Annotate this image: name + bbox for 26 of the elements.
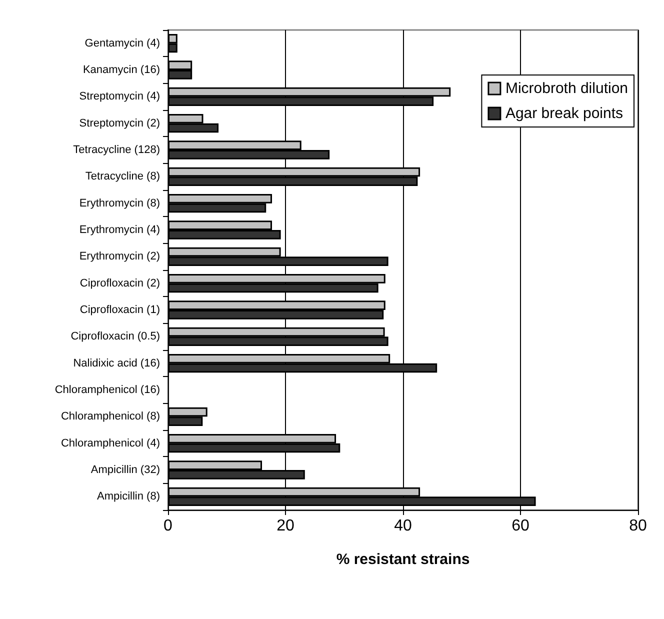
legend-label: Agar break points <box>505 105 624 122</box>
y-tick-label: Tetracycline (128) <box>73 144 160 156</box>
x-axis-title: % resistant strains <box>336 551 470 568</box>
y-tick-label: Tetracycline (8) <box>85 170 160 183</box>
x-tick-label: 20 <box>276 518 294 534</box>
y-tick-label: Streptomycin (4) <box>79 90 160 103</box>
x-tick-label: 60 <box>512 518 530 534</box>
y-tick-label: Ciprofloxacin (0.5) <box>70 330 160 343</box>
y-tick-label: Streptomycin (2) <box>79 117 160 130</box>
y-tick-label: Chloramphenicol (16) <box>54 384 160 396</box>
y-tick-label: Erythromycin (4) <box>79 224 160 236</box>
y-tick-label: Chloramphenicol (4) <box>60 437 160 450</box>
legend-label: Microbroth dilution <box>505 80 628 97</box>
x-tick-label: 80 <box>629 518 647 534</box>
y-tick-label: Ampicillin (32) <box>90 464 160 476</box>
y-tick-label: Chloramphenicol (8) <box>60 410 160 423</box>
y-tick-label: Erythromycin (2) <box>79 250 160 263</box>
y-tick-label: Ciprofloxacin (2) <box>80 277 160 290</box>
y-tick-label: Kanamycin (16) <box>82 64 160 76</box>
y-tick-label: Erythromycin (8) <box>79 197 160 210</box>
x-tick-label: 40 <box>394 518 412 534</box>
y-tick-label: Nalidixic acid (16) <box>73 357 160 370</box>
x-tick-label: 0 <box>164 518 173 534</box>
y-tick-label: Gentamycin (4) <box>84 37 160 50</box>
y-tick-label: Ciprofloxacin (1) <box>80 304 160 316</box>
y-tick-label: Ampicillin (8) <box>97 490 160 503</box>
